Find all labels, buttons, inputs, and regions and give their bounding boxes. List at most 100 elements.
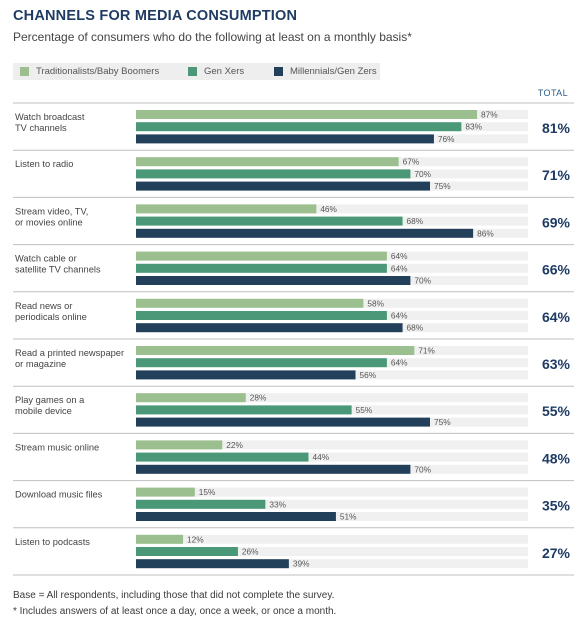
category-label-line: Read news or (15, 301, 72, 311)
category-label: Watch cable or satellite TV channels (15, 254, 101, 275)
category-label: Watch broadcast TV channels (15, 112, 85, 133)
total-value: 35% (542, 498, 571, 514)
bar-trad (136, 204, 317, 214)
category-label-line: Watch cable or (15, 254, 77, 264)
legend-swatch-mill (274, 67, 283, 76)
legend-swatch-trad (20, 67, 29, 76)
value-label-trad: 64% (391, 251, 408, 261)
footnote-note: * Includes answers of at least once a da… (13, 606, 337, 617)
legend-item-genx: Gen Xers (188, 63, 244, 80)
bar-track (136, 452, 528, 462)
bar-track (136, 534, 528, 544)
legend-item-trad: Traditionalists/Baby Boomers (20, 63, 159, 80)
category-label-line: Download music files (15, 490, 103, 500)
value-label-mill: 56% (360, 370, 377, 380)
value-label-genx: 64% (391, 263, 408, 273)
bar-genx (136, 216, 403, 226)
category-label: Read a printed newspaper or magazine (15, 348, 124, 369)
category-label: Play games on a mobile device (15, 395, 85, 416)
bar-mill (136, 181, 430, 191)
legend-swatch-genx (188, 67, 197, 76)
value-label-trad: 28% (250, 393, 267, 403)
total-value: 55% (542, 403, 571, 419)
category-label-line: mobile device (15, 406, 72, 416)
bar-genx (136, 499, 266, 509)
value-label-trad: 12% (187, 534, 204, 544)
value-label-mill: 68% (407, 323, 424, 333)
legend-item-mill: Millennials/Gen Zers (274, 63, 377, 80)
bar-genx (136, 311, 387, 320)
category-label-line: Listen to podcasts (15, 537, 90, 547)
value-label-trad: 46% (320, 204, 337, 214)
bar-genx (136, 122, 462, 132)
value-label-trad: 22% (226, 440, 243, 450)
value-label-mill: 76% (438, 134, 455, 144)
value-label-mill: 86% (477, 228, 494, 238)
value-label-mill: 75% (434, 181, 451, 191)
bar-genx (136, 358, 387, 368)
chart-title: CHANNELS FOR MEDIA CONSUMPTION (13, 8, 298, 24)
value-label-trad: 71% (418, 346, 435, 356)
bar-track (136, 393, 528, 403)
value-label-mill: 70% (414, 276, 431, 286)
category-label: Listen to podcasts (15, 537, 90, 547)
bar-track (136, 204, 528, 214)
total-value: 64% (542, 309, 571, 325)
value-label-genx: 33% (269, 499, 286, 509)
bar-track (136, 499, 528, 509)
bar-genx (136, 405, 352, 415)
bar-track (136, 559, 528, 569)
bar-trad (136, 487, 195, 497)
value-label-trad: 67% (403, 157, 420, 167)
category-label: Stream music online (15, 442, 99, 452)
total-value: 71% (542, 167, 571, 183)
legend-label-trad: Traditionalists/Baby Boomers (36, 66, 160, 77)
category-label-line: or magazine (15, 359, 66, 369)
category-label: Stream video, TV, or movies online (15, 206, 88, 227)
category-label-line: Play games on a (15, 395, 85, 405)
bar-trad (136, 110, 478, 119)
total-value: 81% (542, 120, 571, 136)
category-label: Read news or periodicals online (15, 301, 87, 322)
legend: Traditionalists/Baby Boomers Gen Xers Mi… (13, 63, 380, 80)
bar-track (136, 547, 528, 556)
category-label-line: Stream music online (15, 442, 99, 452)
bar-mill (136, 464, 411, 474)
total-value: 48% (542, 450, 571, 466)
category-label: Listen to radio (15, 159, 73, 169)
category-label: Download music files (15, 490, 103, 500)
category-label-line: periodicals online (15, 312, 87, 322)
bar-trad (136, 298, 364, 308)
category-label-line: or movies online (15, 217, 83, 227)
value-label-mill: 39% (293, 559, 310, 569)
value-label-trad: 58% (367, 298, 384, 308)
bar-track (136, 440, 528, 450)
bar-trad (136, 534, 184, 544)
value-label-genx: 26% (242, 547, 259, 557)
value-label-trad: 15% (199, 487, 216, 497)
bar-mill (136, 417, 430, 427)
bar-genx (136, 169, 411, 179)
bar-genx (136, 547, 238, 556)
bar-genx (136, 452, 309, 462)
value-label-genx: 83% (465, 122, 482, 132)
chart-subtitle: Percentage of consumers who do the follo… (13, 30, 412, 44)
legend-label-mill: Millennials/Gen Zers (290, 66, 377, 77)
value-label-genx: 70% (414, 169, 431, 179)
bar-trad (136, 251, 387, 261)
bar-trad (136, 393, 246, 403)
bar-mill (136, 323, 403, 333)
total-column-header: TOTAL (537, 88, 568, 98)
bar-mill (136, 512, 336, 521)
category-label-line: Listen to radio (15, 159, 73, 169)
value-label-mill: 51% (340, 512, 357, 522)
bar-mill (136, 559, 289, 569)
total-value: 63% (542, 356, 571, 372)
value-label-genx: 64% (391, 358, 408, 368)
bar-mill (136, 134, 434, 144)
value-label-genx: 68% (407, 216, 424, 226)
bar-track (136, 487, 528, 497)
category-label-line: satellite TV channels (15, 265, 101, 275)
bar-trad (136, 346, 415, 355)
